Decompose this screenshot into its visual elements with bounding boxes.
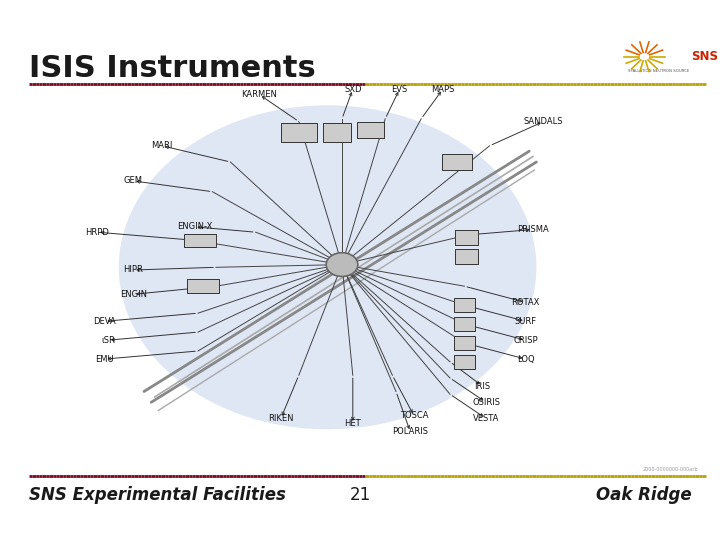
FancyBboxPatch shape xyxy=(454,355,475,368)
FancyBboxPatch shape xyxy=(455,249,478,264)
Text: SXD: SXD xyxy=(344,85,361,93)
FancyBboxPatch shape xyxy=(184,233,216,247)
Text: ENGIN-X: ENGIN-X xyxy=(176,222,212,231)
Text: SANDALS: SANDALS xyxy=(524,117,563,126)
FancyBboxPatch shape xyxy=(323,123,351,141)
Text: RIKEN: RIKEN xyxy=(268,414,294,423)
FancyBboxPatch shape xyxy=(454,336,475,350)
Text: ENGIN: ENGIN xyxy=(120,290,147,299)
Text: ιSR: ιSR xyxy=(101,336,115,345)
Text: SPALLATION NEUTRON SOURCE: SPALLATION NEUTRON SOURCE xyxy=(629,69,690,73)
Text: Oak Ridge: Oak Ridge xyxy=(595,486,691,504)
Text: PRISMA: PRISMA xyxy=(517,225,549,234)
Text: DEVA: DEVA xyxy=(93,317,116,326)
Text: HIPR: HIPR xyxy=(123,266,143,274)
Text: KARMEN: KARMEN xyxy=(241,90,277,99)
Text: CRISP: CRISP xyxy=(513,336,538,345)
Text: TOSCA: TOSCA xyxy=(400,411,428,420)
Text: EVS: EVS xyxy=(392,85,408,93)
Text: MAPS: MAPS xyxy=(431,85,454,93)
FancyBboxPatch shape xyxy=(186,280,219,293)
Text: IRIS: IRIS xyxy=(474,382,490,390)
Text: EMU: EMU xyxy=(95,355,114,363)
Text: ROTAX: ROTAX xyxy=(511,298,540,307)
Text: 2000-0000000-000arb: 2000-0000000-000arb xyxy=(643,467,698,472)
Text: 21: 21 xyxy=(349,486,371,504)
Text: ISIS Instruments: ISIS Instruments xyxy=(29,54,315,83)
FancyBboxPatch shape xyxy=(455,230,478,245)
Text: SNS Experimental Facilities: SNS Experimental Facilities xyxy=(29,486,286,504)
Text: HRPD: HRPD xyxy=(85,228,109,237)
FancyBboxPatch shape xyxy=(454,298,475,312)
Text: SURF: SURF xyxy=(515,317,536,326)
Text: OSIRIS: OSIRIS xyxy=(472,398,500,407)
Text: MARI: MARI xyxy=(151,141,173,150)
Circle shape xyxy=(326,253,358,276)
FancyBboxPatch shape xyxy=(281,123,317,141)
FancyBboxPatch shape xyxy=(442,154,472,170)
Text: GEM: GEM xyxy=(124,177,143,185)
Ellipse shape xyxy=(119,105,536,429)
Text: SNS: SNS xyxy=(691,50,718,63)
Text: LOQ: LOQ xyxy=(517,355,534,363)
Text: HET: HET xyxy=(344,420,361,428)
Text: VESTA: VESTA xyxy=(473,414,499,423)
Text: POLARIS: POLARIS xyxy=(392,428,428,436)
FancyBboxPatch shape xyxy=(357,122,384,138)
FancyBboxPatch shape xyxy=(454,317,475,330)
